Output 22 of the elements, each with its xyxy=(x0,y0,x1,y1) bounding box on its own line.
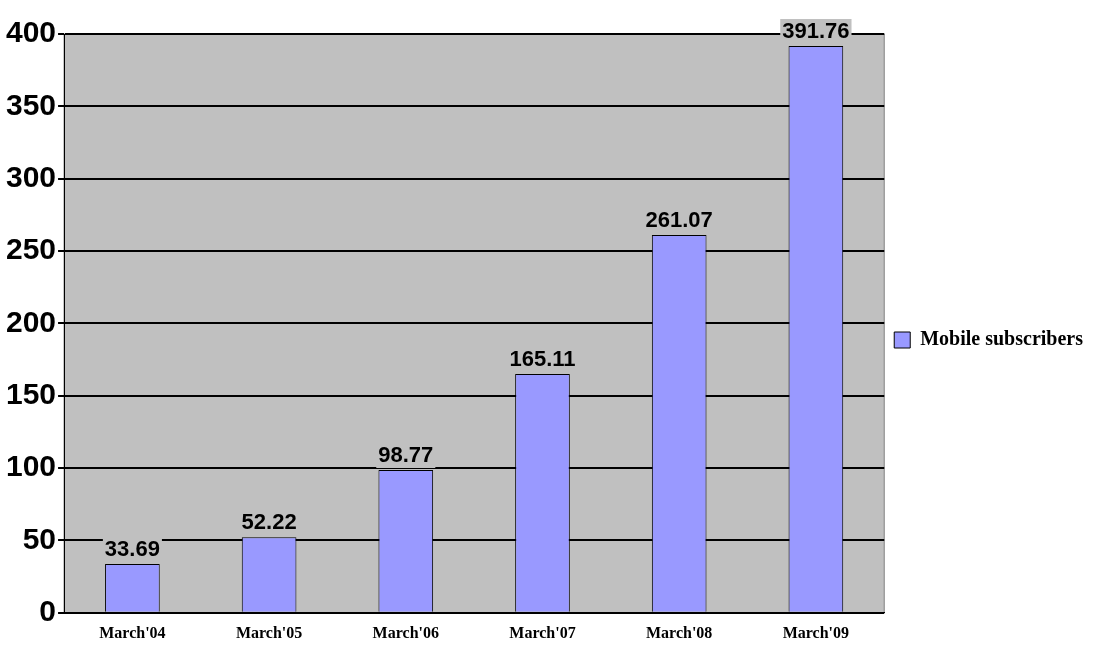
y-tick-label: 400 xyxy=(5,15,57,49)
y-tick-label: 0 xyxy=(39,594,57,628)
x-tick-label: March'07 xyxy=(509,623,576,641)
y-tick-label: 100 xyxy=(5,449,57,483)
x-tick-label: March'06 xyxy=(372,623,439,641)
y-tick-label: 200 xyxy=(5,304,57,338)
data-label: 261.07 xyxy=(645,207,713,233)
data-label: 391.76 xyxy=(782,17,850,43)
y-tick-label: 50 xyxy=(22,521,57,555)
x-tick-label: March'08 xyxy=(646,623,713,641)
data-label: 52.22 xyxy=(241,509,297,535)
legend-label: Mobile subscribers xyxy=(920,327,1084,350)
x-tick-label: March'09 xyxy=(782,623,850,641)
y-tick-label: 350 xyxy=(5,87,57,121)
x-tick-label: March'05 xyxy=(235,623,303,641)
data-label: 33.69 xyxy=(104,536,160,562)
x-tick-label: March'04 xyxy=(99,623,166,641)
y-tick-label: 300 xyxy=(5,159,57,193)
y-tick-label: 150 xyxy=(5,377,57,411)
data-label: 98.77 xyxy=(378,441,434,467)
y-tick-label: 250 xyxy=(5,232,57,266)
data-label: 165.11 xyxy=(509,345,576,371)
